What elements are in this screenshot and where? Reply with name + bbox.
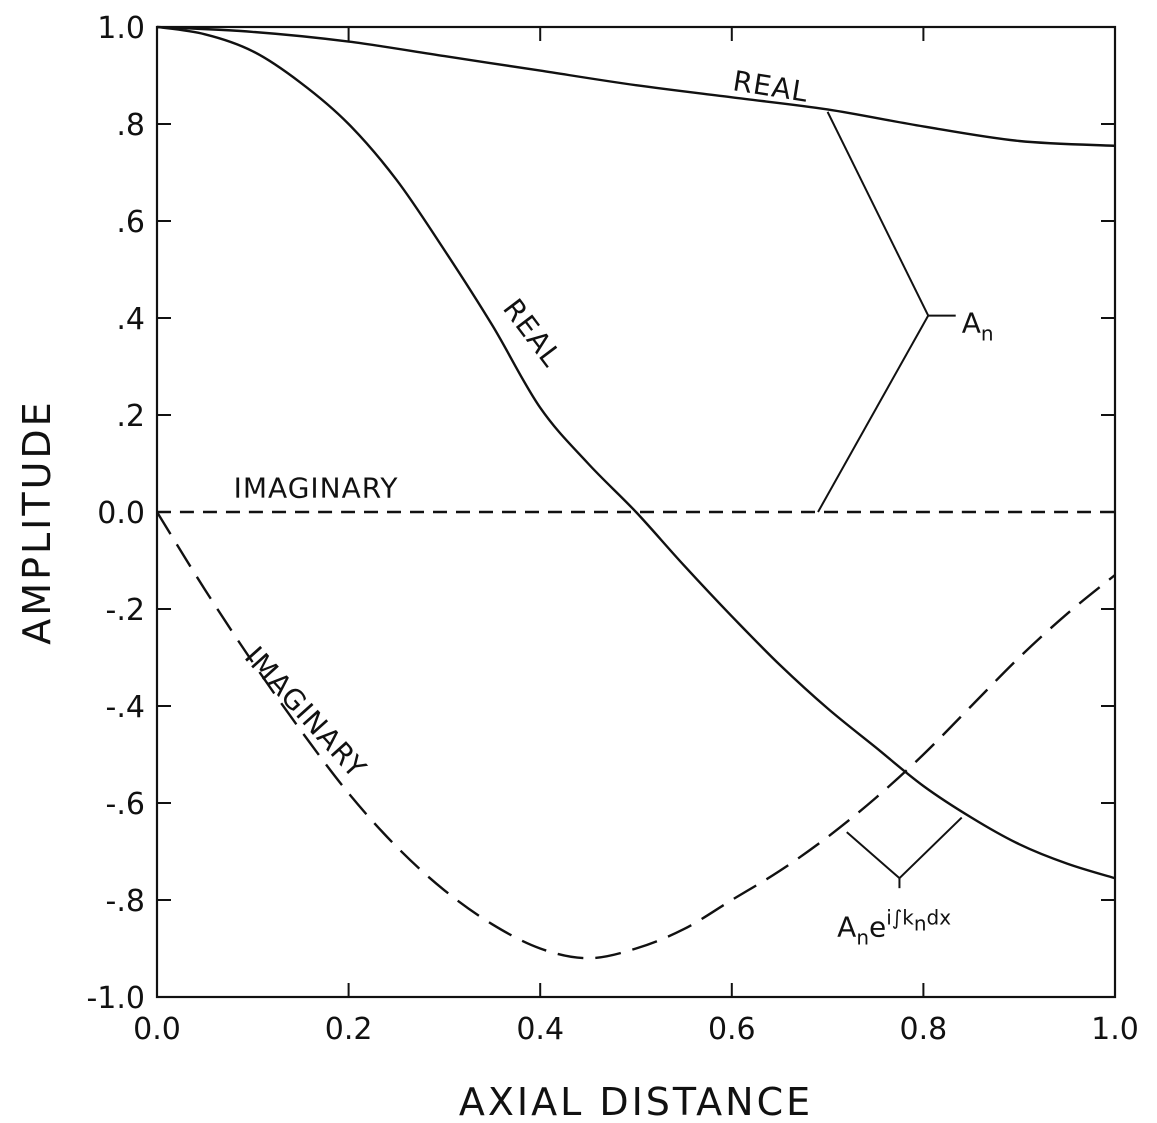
tick-labels: 0.0 0.2 0.4 0.6 0.8 1.0 1.0 .8 .6 .4 .2 0.0 -.2 -.4 -.… [86,11,1138,1047]
x-tick-label: 1.0 [1091,1012,1139,1047]
x-tick-label: 0.0 [133,1012,181,1047]
series-line-imaginary-3 [155,511,1116,960]
annotations: An Anei∫kndx [817,111,994,949]
curve-label: REAL [731,64,811,108]
curve-label: REAL [496,293,568,373]
y-tick-label: -.2 [106,593,145,628]
x-tick-label: 0.6 [708,1012,756,1047]
y-axis-title: AMPLITUDE [15,399,59,644]
y-tick-label: .2 [116,399,145,434]
annotation-leader [846,831,901,879]
annotation-label: An [962,307,994,346]
y-tick-label: 0.0 [97,496,145,531]
annotation-leader [817,315,930,513]
annotation-label: Anei∫kndx [837,905,951,949]
y-tick-label: .8 [116,108,145,143]
x-tick-label: 0.8 [900,1012,948,1047]
curve-labels: REAL REAL IMAGINARY IMAGINARY [234,64,811,784]
y-tick-label: 1.0 [97,11,145,46]
curves [155,25,1116,960]
curve-label: IMAGINARY [238,640,373,785]
series-line-real-0 [156,25,1116,147]
curve-label: IMAGINARY [234,471,399,504]
annotation-leader [826,111,930,317]
y-tick-label: -.8 [106,884,145,919]
annotation-leader [898,816,963,879]
x-tick-label: 0.2 [325,1012,373,1047]
y-tick-label: .4 [116,302,145,337]
x-axis-title: AXIAL DISTANCE [459,1080,813,1123]
x-tick-label: 0.4 [516,1012,564,1047]
y-tick-label: -.6 [106,787,145,822]
y-tick-label: -.4 [106,690,145,725]
y-tick-label: .6 [116,205,145,240]
series-line-real-2 [156,25,1116,880]
y-tick-label: -1.0 [86,981,145,1016]
